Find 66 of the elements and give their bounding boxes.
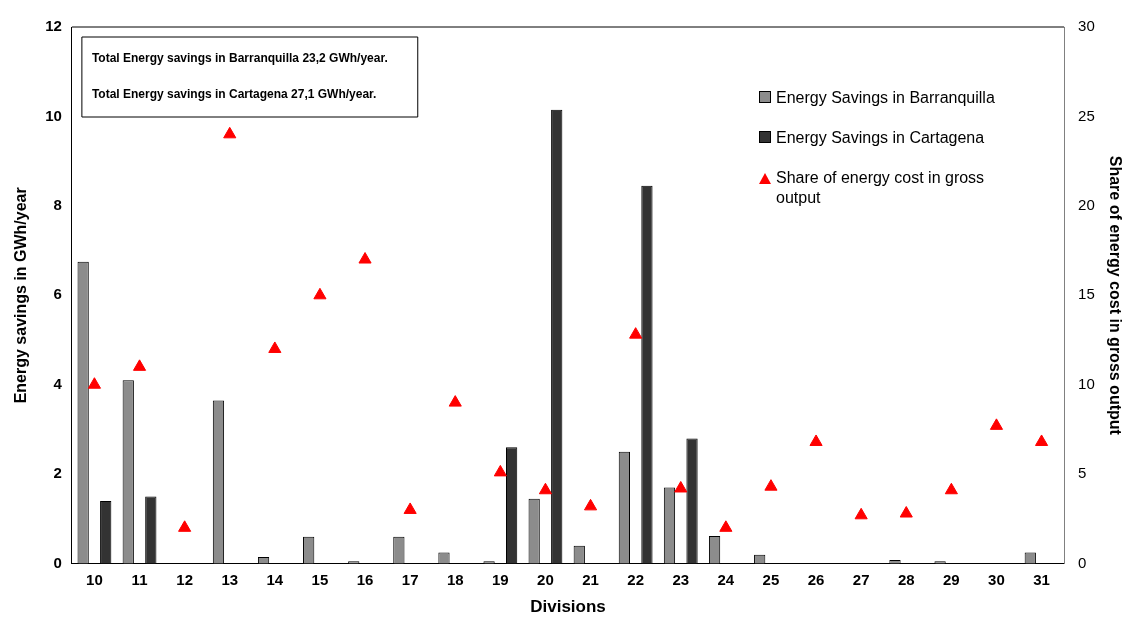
x-axis-title: Divisions bbox=[530, 597, 606, 617]
x-tick-label: 14 bbox=[266, 570, 284, 588]
point bbox=[583, 498, 598, 511]
y2-axis-title: Share of energy cost in gross output bbox=[1106, 155, 1124, 436]
x-tick-label: 17 bbox=[401, 570, 419, 588]
y-axis-title: Energy savings in GWh/year bbox=[12, 187, 30, 404]
x-tick-label: 16 bbox=[356, 570, 374, 588]
x-tick-label: 29 bbox=[943, 570, 960, 588]
point bbox=[87, 377, 101, 389]
point bbox=[313, 287, 327, 300]
y-tick-label: 12 bbox=[45, 17, 62, 35]
x-tick-label: 23 bbox=[672, 570, 690, 588]
x-tick-label: 24 bbox=[717, 570, 735, 588]
y2-tick-label: 10 bbox=[1078, 374, 1095, 392]
point bbox=[403, 502, 417, 514]
x-tick-label: 13 bbox=[221, 570, 239, 588]
point bbox=[493, 464, 507, 477]
x-tick-label: 10 bbox=[86, 570, 103, 588]
x-tick-label: 25 bbox=[762, 570, 780, 588]
point bbox=[719, 520, 733, 532]
y2-tick-label: 20 bbox=[1078, 196, 1095, 214]
point bbox=[674, 480, 688, 493]
x-tick-label: 30 bbox=[988, 570, 1005, 588]
x-tick-label: 31 bbox=[1033, 570, 1050, 588]
y2-tick-label: 25 bbox=[1078, 106, 1095, 124]
point bbox=[178, 520, 192, 532]
y-tick-label: 8 bbox=[53, 196, 62, 214]
x-tick-label: 19 bbox=[492, 570, 509, 588]
annotation: Total Energy savings in Cartagena 27,1 GWh/year. bbox=[91, 87, 377, 102]
x-tick-label: 27 bbox=[852, 570, 870, 588]
x-tick-label: 11 bbox=[131, 570, 148, 588]
x-tick-label: 21 bbox=[582, 570, 599, 588]
point bbox=[764, 479, 778, 491]
legend-label: Share of energy cost in gross output bbox=[776, 168, 986, 208]
point bbox=[854, 507, 868, 520]
point bbox=[629, 327, 643, 339]
x-tick-label: 15 bbox=[311, 570, 329, 588]
point bbox=[899, 506, 913, 518]
y-tick-label: 6 bbox=[53, 285, 62, 303]
x-tick-label: 22 bbox=[627, 570, 644, 588]
point bbox=[223, 126, 237, 139]
y-tick-label: 2 bbox=[53, 464, 62, 482]
x-tick-label: 20 bbox=[537, 570, 554, 588]
y2-tick-label: 5 bbox=[1078, 464, 1087, 482]
x-tick-label: 26 bbox=[807, 570, 825, 588]
point bbox=[358, 252, 372, 264]
point bbox=[268, 341, 282, 353]
y2-tick-label: 15 bbox=[1078, 285, 1095, 303]
point bbox=[944, 482, 958, 495]
x-tick-label: 12 bbox=[176, 570, 193, 588]
point bbox=[1035, 434, 1049, 446]
annotation: Total Energy savings in Barranquilla 23,2 GWh/year. bbox=[91, 51, 388, 66]
y-tick-label: 10 bbox=[45, 106, 62, 124]
point bbox=[538, 482, 553, 495]
point bbox=[132, 359, 147, 371]
y-tick-label: 0 bbox=[53, 553, 62, 571]
point bbox=[809, 434, 823, 446]
y-tick-label: 4 bbox=[53, 374, 63, 392]
legend-label: Energy Savings in Cartagena bbox=[776, 128, 985, 148]
x-tick-label: 28 bbox=[897, 570, 915, 588]
legend-label: Energy Savings in Barranquilla bbox=[776, 88, 995, 108]
y2-tick-label: 30 bbox=[1078, 17, 1095, 35]
point bbox=[989, 418, 1004, 430]
x-tick-label: 18 bbox=[446, 570, 464, 588]
y2-tick-label: 0 bbox=[1078, 553, 1087, 571]
point bbox=[448, 395, 462, 407]
